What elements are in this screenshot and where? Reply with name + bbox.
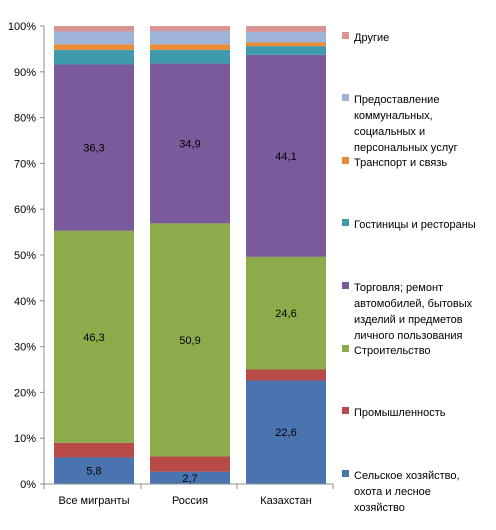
legend-swatch (342, 407, 349, 414)
y-tick-label: 80% (14, 113, 36, 125)
y-tick-label: 70% (14, 158, 36, 170)
y-tick-label: 60% (14, 204, 36, 216)
legend-swatch (342, 219, 349, 226)
y-tick-label: 50% (14, 250, 36, 262)
legend-label: коммунальных, (354, 110, 433, 122)
legend-label: автомобилей, бытовых (354, 298, 473, 310)
y-tick-label: 10% (14, 433, 36, 445)
legend-label: изделий и предметов (354, 314, 463, 326)
data-label: 34,9 (179, 138, 200, 150)
bar-segment (54, 457, 134, 484)
y-tick-label: 100% (8, 21, 36, 33)
bar-segment (246, 42, 326, 47)
bar-segment (246, 54, 326, 257)
bar-segment (150, 26, 230, 32)
bar-segment (150, 223, 230, 457)
legend-label: Предоставление (354, 94, 439, 106)
y-tick-label: 40% (14, 296, 36, 308)
bar-segment (246, 31, 326, 43)
data-label: 24,6 (275, 308, 296, 320)
legend-label: Другие (354, 32, 389, 44)
data-label: 22,6 (275, 427, 296, 439)
bar-segment (150, 31, 230, 45)
legend-label: личного пользования (354, 330, 463, 342)
bar-segment (246, 256, 326, 370)
legend-label: Гостиницы и рестораны (354, 219, 476, 231)
legend-swatch (342, 282, 349, 289)
legend-label: Сельское хозяйство, (354, 470, 460, 482)
bar-segment (54, 64, 134, 231)
y-axis: 0% 10% 20% 30% 40% 50% 60% 70% 80% 90% 100% (8, 21, 45, 491)
x-tick-label: Казахстан (260, 495, 312, 507)
data-label: 2,7 (182, 473, 197, 485)
bar-segment (150, 471, 230, 484)
y-tick-label: 20% (14, 387, 36, 399)
bar-segment (54, 44, 134, 50)
y-tick-label: 90% (14, 67, 36, 79)
bar-segment (246, 26, 326, 32)
plot-area: 5,8 46,3 36,3 2,7 50,9 34,9 22,6 24,6 44,1 (54, 26, 326, 485)
x-axis: Все мигранты Россия Казахстан (43, 483, 334, 507)
data-label: 5,8 (86, 466, 101, 478)
bar-segment (54, 442, 134, 458)
legend-swatch (342, 157, 349, 164)
bar-segment (54, 26, 134, 32)
x-tick-label: Все мигранты (59, 495, 130, 507)
bar-segment (54, 230, 134, 443)
legend-label: Промышленность (354, 407, 446, 419)
y-tick-label: 0% (20, 479, 36, 491)
legend-label: Торговля; ремонт (354, 282, 443, 294)
data-label: 36,3 (83, 143, 104, 155)
bar-segment (150, 456, 230, 472)
legend-label: социальных и (354, 126, 425, 138)
bar-segment (150, 49, 230, 64)
y-tick-label: 30% (14, 342, 36, 354)
legend-swatch (342, 94, 349, 101)
data-label: 44,1 (275, 151, 296, 163)
bar-segment (246, 380, 326, 484)
bar-segment (150, 63, 230, 224)
bar-segment (246, 46, 326, 55)
legend-swatch (342, 345, 349, 352)
legend-label: охота и лесное (354, 486, 431, 498)
bar-segment (246, 369, 326, 381)
x-tick-label: Россия (172, 495, 208, 507)
legend-label: Строительство (354, 345, 431, 357)
data-label: 46,3 (83, 332, 104, 344)
legend: Другие Предоставление коммунальных, социаль… (342, 32, 476, 514)
bar-segment (150, 44, 230, 50)
legend-swatch (342, 32, 349, 39)
data-label: 50,9 (179, 335, 200, 347)
legend-label: Транспорт и связь (354, 157, 447, 169)
legend-label: хозяйство (354, 502, 405, 514)
legend-swatch (342, 470, 349, 477)
bar-segment (54, 31, 134, 45)
legend-label: персональных услуг (354, 142, 458, 154)
bar-segment (54, 49, 134, 65)
